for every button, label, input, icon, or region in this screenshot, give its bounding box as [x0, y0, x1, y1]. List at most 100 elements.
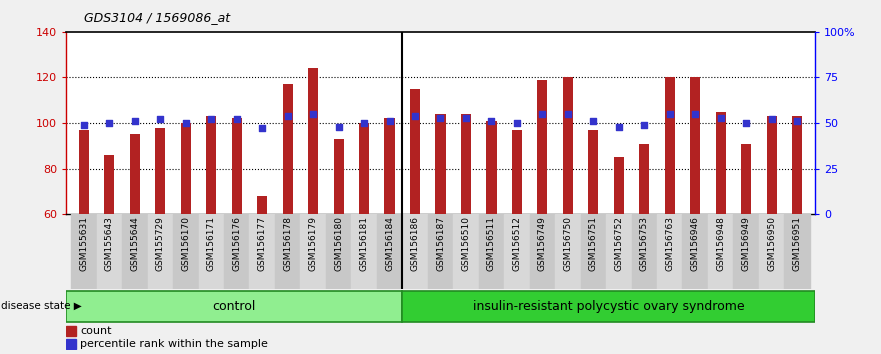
- Bar: [308, 68, 318, 351]
- Text: GSM156180: GSM156180: [334, 216, 343, 272]
- Bar: [410, 89, 420, 351]
- Bar: [78, 130, 89, 351]
- Bar: [130, 135, 140, 351]
- Bar: [283, 84, 292, 351]
- Bar: [589, 130, 598, 351]
- Text: GSM156184: GSM156184: [385, 216, 394, 271]
- Point: [739, 120, 753, 126]
- Text: GSM156511: GSM156511: [487, 216, 496, 272]
- Text: GSM156186: GSM156186: [411, 216, 419, 272]
- Bar: [537, 80, 547, 351]
- Point: [611, 124, 626, 130]
- Point: [331, 124, 345, 130]
- Bar: [708, 214, 733, 289]
- Text: GSM156763: GSM156763: [665, 216, 674, 272]
- Bar: [690, 78, 700, 351]
- Bar: [359, 123, 369, 351]
- Bar: [66, 339, 76, 349]
- Bar: [606, 214, 632, 289]
- Text: count: count: [80, 326, 112, 336]
- Bar: [232, 119, 241, 351]
- Point: [77, 122, 91, 128]
- Bar: [104, 155, 115, 351]
- Point: [790, 118, 804, 124]
- Bar: [741, 143, 751, 351]
- Point: [230, 116, 244, 122]
- Text: GSM156510: GSM156510: [462, 216, 470, 272]
- Bar: [300, 214, 326, 289]
- Bar: [715, 112, 726, 351]
- Bar: [173, 214, 198, 289]
- Bar: [403, 214, 428, 289]
- Text: GSM156176: GSM156176: [233, 216, 241, 272]
- Text: GSM156753: GSM156753: [640, 216, 648, 272]
- FancyBboxPatch shape: [66, 291, 403, 322]
- Bar: [461, 114, 471, 351]
- Bar: [66, 326, 76, 336]
- Text: GSM156177: GSM156177: [258, 216, 267, 272]
- Point: [637, 122, 651, 128]
- Bar: [486, 121, 497, 351]
- Text: GSM156170: GSM156170: [181, 216, 190, 272]
- Text: disease state ▶: disease state ▶: [1, 301, 82, 311]
- Bar: [504, 214, 529, 289]
- Point: [663, 111, 677, 117]
- Point: [306, 111, 320, 117]
- Bar: [249, 214, 275, 289]
- Point: [765, 116, 779, 122]
- Bar: [640, 143, 649, 351]
- Bar: [512, 130, 522, 351]
- Point: [714, 115, 728, 120]
- Text: GSM156946: GSM156946: [691, 216, 700, 271]
- Text: GSM156512: GSM156512: [513, 216, 522, 271]
- Point: [179, 120, 193, 126]
- Text: percentile rank within the sample: percentile rank within the sample: [80, 339, 268, 349]
- Point: [510, 120, 524, 126]
- Text: GSM155643: GSM155643: [105, 216, 114, 271]
- Bar: [766, 116, 777, 351]
- FancyBboxPatch shape: [403, 291, 815, 322]
- Point: [485, 118, 499, 124]
- Text: GSM156181: GSM156181: [359, 216, 368, 272]
- Bar: [224, 214, 249, 289]
- Bar: [664, 78, 675, 351]
- Point: [357, 120, 371, 126]
- Text: GSM156187: GSM156187: [436, 216, 445, 272]
- Bar: [275, 214, 300, 289]
- Text: GDS3104 / 1569086_at: GDS3104 / 1569086_at: [84, 11, 230, 24]
- Bar: [784, 214, 810, 289]
- Point: [688, 111, 702, 117]
- Point: [204, 116, 218, 122]
- Text: control: control: [212, 300, 255, 313]
- Bar: [206, 116, 217, 351]
- Text: GSM155729: GSM155729: [156, 216, 165, 271]
- Text: GSM155644: GSM155644: [130, 216, 139, 271]
- Bar: [181, 123, 191, 351]
- Bar: [529, 214, 555, 289]
- Bar: [148, 214, 173, 289]
- Bar: [792, 116, 803, 351]
- Bar: [97, 214, 122, 289]
- Point: [433, 115, 448, 120]
- Bar: [478, 214, 504, 289]
- Point: [102, 120, 116, 126]
- Bar: [71, 214, 97, 289]
- Text: GSM156751: GSM156751: [589, 216, 598, 272]
- Text: GSM156950: GSM156950: [767, 216, 776, 272]
- Bar: [563, 78, 573, 351]
- Point: [561, 111, 575, 117]
- Text: GSM156749: GSM156749: [538, 216, 547, 271]
- Bar: [384, 119, 395, 351]
- Text: insulin-resistant polycystic ovary syndrome: insulin-resistant polycystic ovary syndr…: [473, 300, 744, 313]
- Bar: [326, 214, 352, 289]
- Bar: [453, 214, 478, 289]
- Bar: [334, 139, 344, 351]
- Bar: [377, 214, 403, 289]
- Point: [382, 118, 396, 124]
- Bar: [581, 214, 606, 289]
- Bar: [155, 127, 166, 351]
- Point: [153, 116, 167, 122]
- Text: GSM156179: GSM156179: [308, 216, 318, 272]
- Text: GSM155631: GSM155631: [79, 216, 88, 272]
- Point: [128, 118, 142, 124]
